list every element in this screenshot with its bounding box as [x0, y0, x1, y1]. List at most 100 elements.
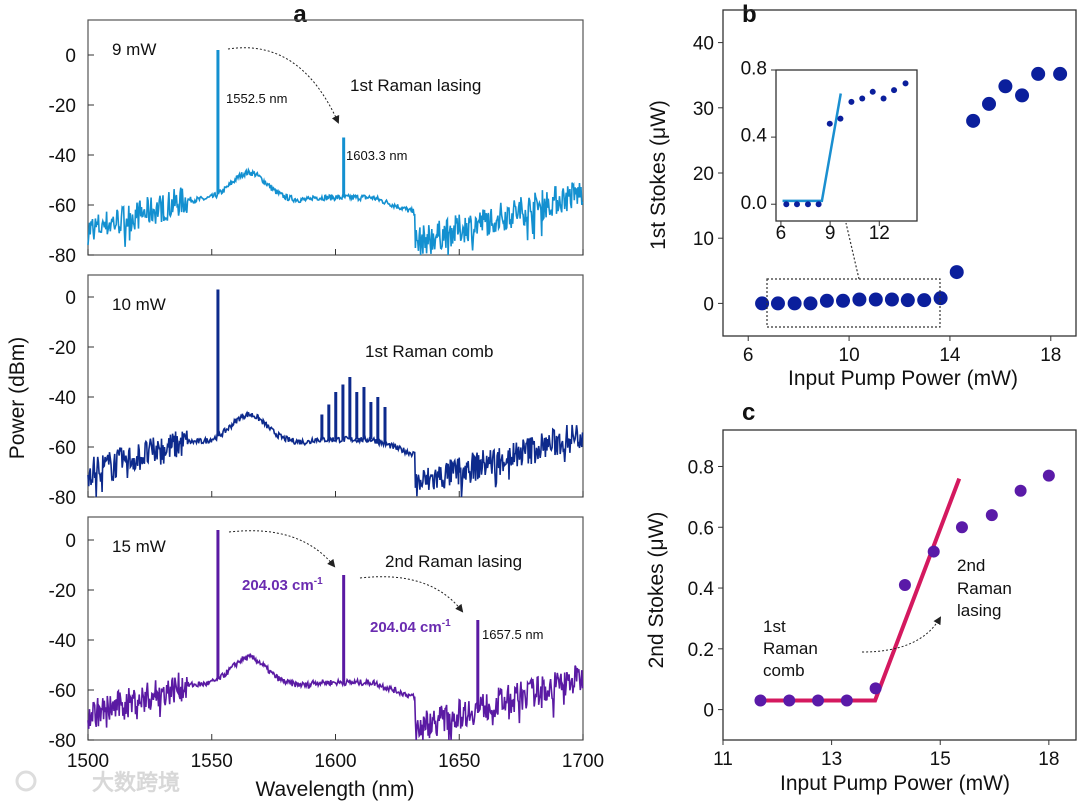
- c-ann-left-1: 1st: [763, 617, 786, 636]
- watermark: 大数跨境: [92, 770, 180, 795]
- y-tick-label: 0: [65, 46, 76, 67]
- a-xlabel: Wavelength (nm): [255, 778, 414, 801]
- y-tick-label: -40: [49, 631, 76, 652]
- a2-title: 1st Raman comb: [365, 342, 494, 361]
- inset-data-point: [815, 201, 822, 208]
- c-data-point: [840, 694, 853, 707]
- c-ann-right-3: lasing: [957, 601, 1001, 620]
- a-ylabel: Power (dBm): [6, 337, 29, 460]
- watermark-logo-icon: [15, 770, 37, 792]
- panel-label-b: b: [742, 1, 757, 28]
- c-data-point: [812, 694, 825, 707]
- c-x-tick-label: 13: [821, 749, 842, 770]
- b-y-tick-label: 0: [703, 294, 714, 315]
- pump-power-label: 10 mW: [112, 295, 166, 314]
- y-tick-label: 0: [65, 288, 76, 309]
- pump-power-label: 15 mW: [112, 537, 166, 556]
- c-ylabel: 2nd Stokes (μW): [645, 512, 668, 669]
- c-ann-left-3: comb: [763, 661, 805, 680]
- b-xlabel: Input Pump Power (mW): [788, 367, 1018, 390]
- zoom-region-box: [766, 278, 941, 328]
- b-data-point: [1015, 88, 1030, 103]
- spectrum-subplot: 0 -20 -40 -60 -80 9 mW: [49, 19, 584, 267]
- inset-y-tick-label: 0.0: [741, 193, 767, 214]
- y-tick-label: -80: [49, 488, 76, 509]
- b-data-point: [998, 79, 1013, 94]
- c-data-point: [955, 521, 968, 534]
- b-data-point: [917, 293, 932, 308]
- b-data-point: [884, 292, 899, 307]
- b-data-point: [966, 113, 981, 128]
- b-data-point: [836, 293, 851, 308]
- inset-data-point: [880, 95, 887, 102]
- inset-x-tick-label: 9: [825, 223, 836, 244]
- y-tick-label: -40: [49, 388, 76, 409]
- c-data-point: [1042, 469, 1055, 482]
- c-y-tick-label: 0.2: [688, 640, 714, 661]
- y-tick-label: -20: [49, 581, 76, 602]
- c-data-point: [898, 579, 911, 591]
- spectrum-line: [87, 652, 584, 741]
- panel-label-a: a: [293, 1, 307, 28]
- inset-y-tick-label: 0.4: [741, 126, 768, 147]
- inset-data-point: [793, 201, 800, 208]
- b-x-tick-label: 18: [1040, 345, 1061, 366]
- c-data-point: [927, 545, 940, 558]
- b-data-point: [949, 265, 964, 280]
- a1-stokes-wavelength: 1603.3 nm: [346, 148, 407, 163]
- b-x-tick-label: 14: [939, 345, 961, 366]
- b-data-point: [787, 296, 802, 311]
- x-tick-label: 1600: [314, 751, 356, 772]
- b-data-point: [852, 292, 867, 307]
- c-x-tick-label: 18: [1038, 749, 1059, 770]
- b-ylabel: 1st Stokes (μW): [647, 100, 670, 250]
- b-y-tick-label: 40: [693, 34, 714, 55]
- y-tick-label: -20: [49, 338, 76, 359]
- c-arrow: [861, 616, 942, 653]
- a1-arrow: [227, 47, 340, 124]
- c-y-tick-label: 0.8: [688, 457, 714, 478]
- a3-stokes2-wavelength: 1657.5 nm: [482, 627, 543, 642]
- x-tick-label: 1700: [562, 751, 604, 772]
- inset-y-tick-label: 0.8: [741, 59, 767, 80]
- inset-data-point: [902, 80, 909, 87]
- spectrum-line: [87, 410, 584, 498]
- y-tick-label: -60: [49, 681, 76, 702]
- inset-fit-line: [782, 93, 842, 203]
- c-x-tick-label: 15: [930, 749, 951, 770]
- inset-data-point: [837, 115, 844, 122]
- x-tick-label: 1650: [438, 751, 480, 772]
- b-data-point: [900, 293, 915, 308]
- c-y-tick-label: 0.6: [688, 518, 714, 539]
- y-tick-label: -60: [49, 196, 76, 217]
- b-y-tick-label: 20: [693, 164, 714, 185]
- a3-shift-2: 204.04 cm-1: [370, 618, 451, 636]
- inset-x-tick-label: 12: [869, 223, 890, 244]
- b-data-point: [1031, 66, 1046, 81]
- spectrum-subplot: 0 -20 -40 -60 -80 10 mW: [49, 274, 584, 509]
- b-x-tick-label: 6: [743, 345, 754, 366]
- b-data-point: [1053, 66, 1068, 81]
- b-x-tick-label: 10: [839, 345, 860, 366]
- inset-data-point: [859, 95, 866, 102]
- y-tick-label: -80: [49, 731, 76, 752]
- zoom-connector: [845, 222, 860, 280]
- b-data-point: [755, 296, 770, 311]
- spectrum-line: [87, 167, 584, 256]
- b-data-point: [819, 293, 834, 308]
- b-data-point: [982, 96, 997, 111]
- c-x-tick-label: 11: [713, 749, 733, 770]
- c-ann-left-2: Raman: [763, 639, 818, 658]
- b-y-tick-label: 10: [693, 229, 714, 250]
- b-data-point: [868, 292, 883, 307]
- inset-data-point: [848, 98, 855, 105]
- c-data-point: [985, 509, 998, 522]
- c-y-tick-label: 0: [703, 701, 714, 722]
- b-y-tick-label: 30: [693, 99, 714, 120]
- y-tick-label: -40: [49, 146, 76, 167]
- panel-a-spectra: 0 -20 -40 -60 -80 9 mW 0 -20 -40 -60 -80 10 mW 0 -20 -…: [49, 19, 604, 772]
- panel-b-plot: 6 10 14 18 0 10 20 30 40 6 9 12 0.0 0.4 0.8: [693, 9, 1077, 366]
- panel-label-c: c: [742, 399, 755, 426]
